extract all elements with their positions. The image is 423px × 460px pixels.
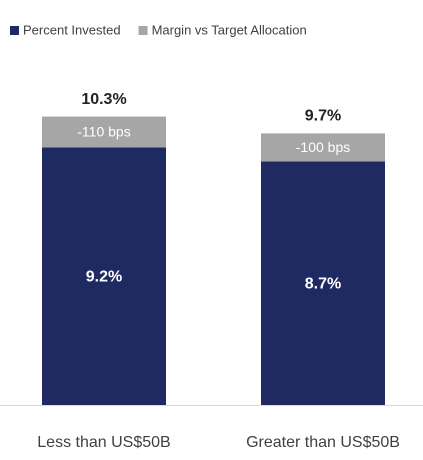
- data-label: -110 bps: [77, 124, 130, 140]
- legend-label: Margin vs Target Allocation: [152, 22, 307, 37]
- data-label: 8.7%: [305, 275, 341, 292]
- bar-segment: [261, 161, 385, 405]
- data-label: -100 bps: [296, 139, 350, 155]
- legend-swatch: [138, 26, 148, 35]
- bar-segment: [261, 133, 385, 162]
- legend-label: Percent Invested: [23, 22, 121, 37]
- total-label: 10.3%: [81, 91, 126, 108]
- bar-segment: [42, 116, 166, 148]
- bar-segment: [42, 147, 166, 405]
- x-tick-label: Greater than US$50B: [246, 434, 400, 451]
- data-label: 9.2%: [86, 268, 122, 285]
- total-label: 9.7%: [305, 108, 341, 125]
- legend-swatch: [10, 26, 19, 35]
- x-tick-label: Less than US$50B: [37, 434, 170, 451]
